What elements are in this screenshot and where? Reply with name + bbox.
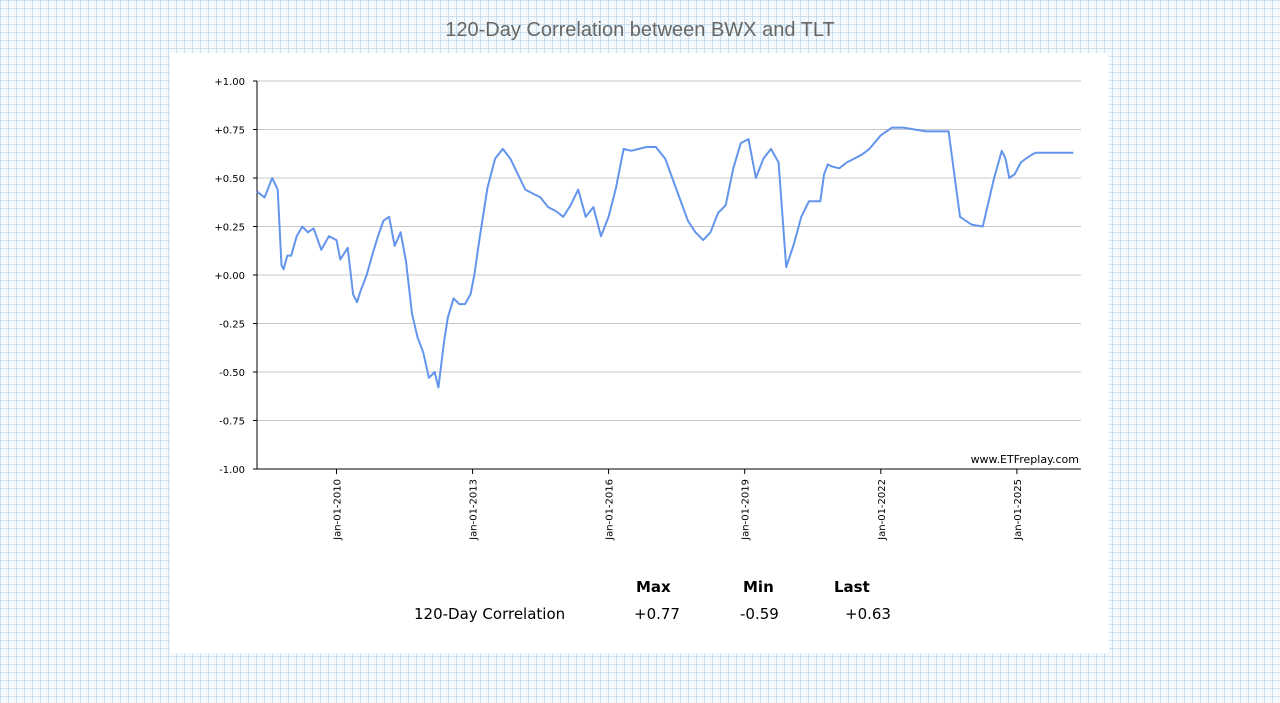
y-tick-labels: +1.00 +0.75 +0.50 +0.25 +0.00 -0.25 -0.50 -0.75… [214,77,257,476]
x-tick-label: Jan-01-2010 [332,479,343,541]
x-tick-label: Jan-01-2022 [877,479,888,541]
stats-value-last: +0.63 [845,605,891,623]
x-tick-labels: Jan-01-2010 Jan-01-2013 Jan-01-2016 Jan-01-… [332,469,1024,541]
stats-value-min: -0.59 [740,605,779,623]
y-tick-label: -1.00 [219,465,245,476]
y-tick-label: +0.50 [214,174,245,185]
x-tick-label: Jan-01-2019 [741,479,752,541]
y-tick-label: +0.25 [214,223,245,234]
correlation-chart: +1.00 +0.75 +0.50 +0.25 +0.00 -0.25 -0.50 -0.75… [214,77,1081,541]
grid-lines [257,80,1081,421]
y-tick-label: +0.00 [214,271,245,282]
x-tick-label: Jan-01-2013 [469,479,480,541]
stats-value-max: +0.77 [634,605,680,623]
correlation-series-line [256,126,1074,389]
stats-header-min: Min [743,578,774,596]
watermark-text: www.ETFreplay.com [971,453,1079,466]
x-tick-label: Jan-01-2016 [605,479,616,541]
stats-header-max: Max [636,578,671,596]
stats-header-last: Last [834,578,870,596]
y-tick-label: -0.50 [219,368,245,379]
chart-panel: +1.00 +0.75 +0.50 +0.25 +0.00 -0.25 -0.50 -0.75… [170,53,1109,653]
page-title: 120-Day Correlation between BWX and TLT [445,19,835,41]
y-tick-label: -0.25 [219,320,245,331]
y-tick-label: +1.00 [214,77,245,88]
x-tick-label: Jan-01-2025 [1013,479,1024,541]
y-tick-label: -0.75 [219,417,245,428]
stats-table: Max Min Last 120-Day Correlation +0.77 -… [170,573,1109,633]
stats-row-label: 120-Day Correlation [414,605,566,623]
y-tick-label: +0.75 [214,126,245,137]
